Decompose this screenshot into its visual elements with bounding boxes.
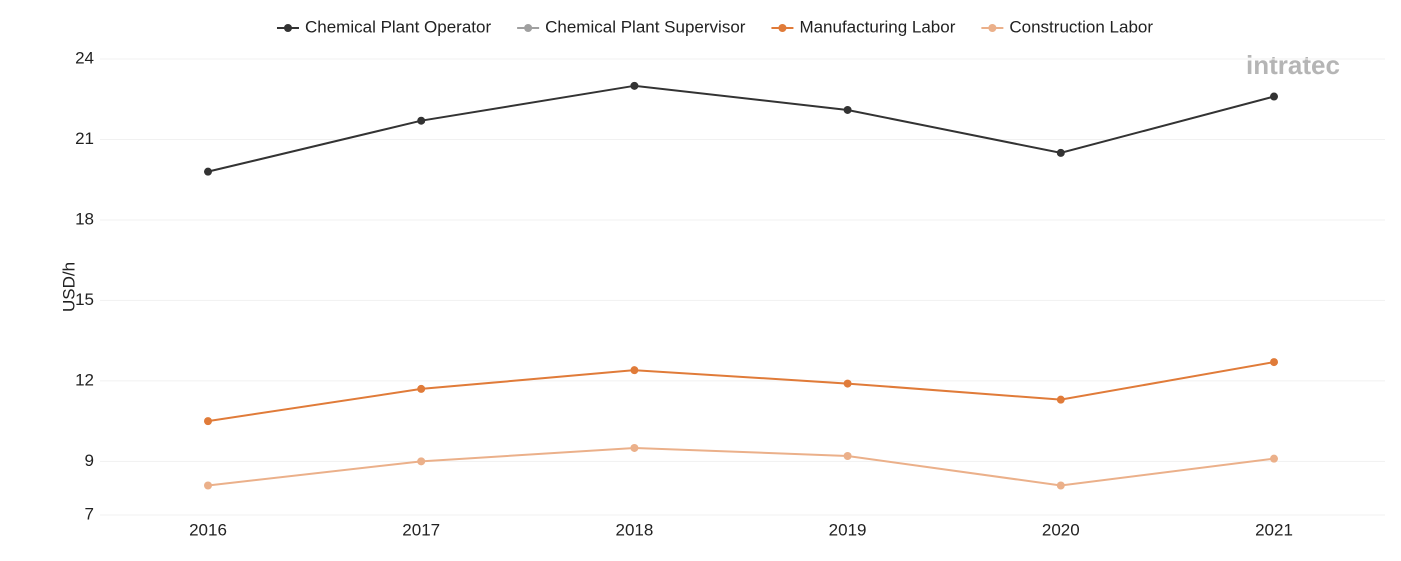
data-point xyxy=(843,451,852,460)
legend-marker xyxy=(988,24,997,32)
data-point xyxy=(204,417,212,426)
legend-label: Chemical Plant Supervisor xyxy=(545,17,746,36)
legend-label: Construction Labor xyxy=(1009,17,1153,36)
legend-label: Manufacturing Labor xyxy=(799,17,955,36)
data-point xyxy=(843,379,852,388)
y-tick-label: 24 xyxy=(75,48,94,67)
legend-item: Construction Labor xyxy=(981,17,1153,36)
data-point xyxy=(204,481,212,490)
y-axis-label: USD/h xyxy=(59,262,78,312)
legend-marker xyxy=(524,24,533,32)
data-point xyxy=(1270,92,1278,101)
y-tick-label: 15 xyxy=(75,290,94,309)
data-point xyxy=(1056,395,1065,404)
data-point xyxy=(630,81,639,90)
data-point xyxy=(417,116,426,125)
legend-item: Manufacturing Labor xyxy=(771,17,956,36)
x-tick-label: 2019 xyxy=(829,520,867,539)
x-tick-label: 2018 xyxy=(615,520,653,539)
legend-item: Chemical Plant Supervisor xyxy=(517,17,746,36)
data-point xyxy=(630,366,639,375)
x-tick-label: 2017 xyxy=(402,520,440,539)
series-line xyxy=(207,84,1275,173)
data-point xyxy=(1270,358,1278,367)
y-tick-label: 7 xyxy=(85,504,94,523)
legend-marker xyxy=(283,24,292,32)
y-tick-label: 18 xyxy=(75,209,94,228)
legend-item: Chemical Plant Operator xyxy=(276,17,491,36)
legend-marker xyxy=(778,24,787,32)
x-tick-label: 2016 xyxy=(189,520,227,539)
data-point xyxy=(1270,454,1278,463)
data-point xyxy=(843,105,852,114)
data-point xyxy=(417,457,426,466)
y-tick-label: 9 xyxy=(85,451,94,470)
legend-label: Chemical Plant Operator xyxy=(305,17,491,36)
y-tick-label: 21 xyxy=(75,129,94,148)
data-point xyxy=(630,443,639,452)
legend: Chemical Plant Operator Chemical Plant Su… xyxy=(276,17,1153,36)
series-line xyxy=(207,446,1275,487)
y-tick-label: 12 xyxy=(75,370,94,389)
data-point xyxy=(1056,481,1065,490)
x-tick-label: 2020 xyxy=(1042,520,1080,539)
series-line xyxy=(207,361,1275,423)
data-point xyxy=(417,384,426,393)
logo: intratec xyxy=(1246,50,1340,80)
x-tick-label: 2021 xyxy=(1255,520,1293,539)
data-point xyxy=(204,167,212,176)
data-point xyxy=(1056,148,1065,157)
